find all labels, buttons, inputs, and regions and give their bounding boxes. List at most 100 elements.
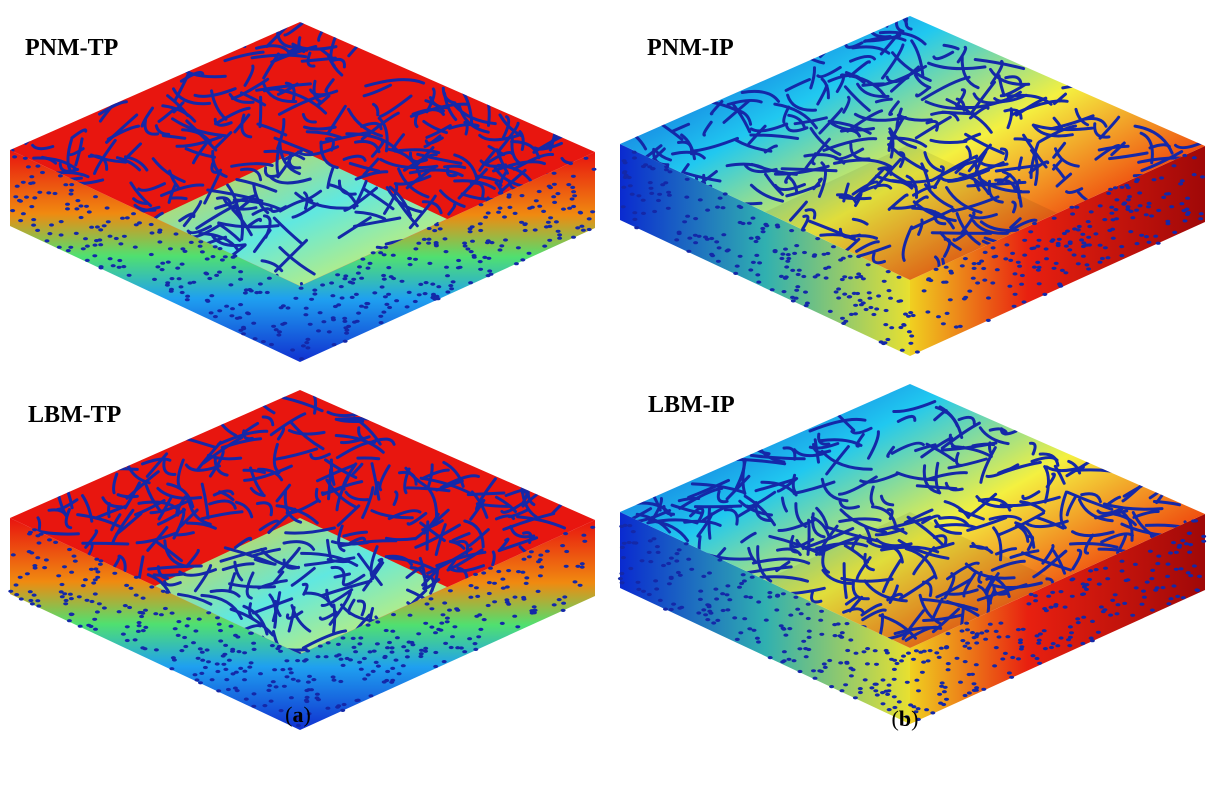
fiber-sections bbox=[617, 519, 1207, 721]
fiber bbox=[301, 113, 317, 124]
fiber bbox=[1032, 549, 1068, 579]
fiber-dot bbox=[89, 225, 95, 229]
fiber bbox=[263, 166, 281, 178]
fiber-dot bbox=[1195, 588, 1201, 592]
fiber bbox=[954, 161, 969, 174]
fiber bbox=[435, 550, 487, 568]
fiber-dot bbox=[571, 190, 577, 194]
fiber-dot bbox=[367, 261, 373, 265]
fiber bbox=[968, 213, 998, 220]
fiber bbox=[241, 421, 260, 435]
fiber-dot bbox=[280, 668, 286, 672]
fiber-dot bbox=[344, 656, 350, 661]
fiber-dot bbox=[65, 202, 70, 206]
fiber-dot bbox=[24, 195, 29, 199]
fiber-dot bbox=[755, 273, 761, 277]
fiber bbox=[245, 571, 255, 600]
fiber-dot bbox=[516, 570, 521, 574]
fiber bbox=[206, 188, 264, 203]
fiber bbox=[988, 581, 1043, 590]
fiber-dot bbox=[721, 233, 727, 237]
fiber-dot bbox=[273, 685, 279, 689]
fiber bbox=[160, 183, 205, 197]
fiber-dot bbox=[381, 277, 387, 281]
fiber bbox=[1005, 218, 1038, 234]
fiber bbox=[1113, 512, 1137, 527]
fiber-dot bbox=[769, 288, 775, 292]
fiber-dot bbox=[869, 686, 875, 690]
fiber bbox=[156, 541, 183, 563]
fiber-dot bbox=[1067, 240, 1073, 244]
fiber-dot bbox=[844, 622, 850, 626]
fiber bbox=[67, 147, 85, 157]
fiber-dot bbox=[1080, 254, 1086, 258]
fiber-dot bbox=[889, 326, 895, 330]
fiber-dot bbox=[865, 263, 871, 267]
fiber bbox=[362, 157, 380, 177]
fiber bbox=[716, 489, 729, 504]
panel-label: LBM-IP bbox=[648, 392, 735, 418]
fiber bbox=[325, 478, 357, 509]
caption: (b) bbox=[892, 706, 919, 731]
fiber-dot bbox=[519, 194, 525, 198]
fiber-dot bbox=[160, 589, 166, 593]
fiber-dot bbox=[500, 586, 506, 590]
fiber-dot bbox=[506, 195, 512, 199]
fiber-dot bbox=[724, 593, 730, 597]
fiber bbox=[863, 525, 873, 543]
fiber-dot bbox=[1130, 216, 1136, 220]
fiber-dot bbox=[901, 323, 907, 327]
fiber-dot bbox=[1108, 187, 1114, 191]
fiber bbox=[518, 130, 525, 151]
fiber bbox=[958, 172, 991, 195]
fiber bbox=[817, 161, 827, 198]
fiber-dot bbox=[1016, 657, 1021, 661]
fiber bbox=[388, 185, 412, 218]
fiber-dot bbox=[330, 675, 336, 679]
fiber-dot bbox=[349, 295, 355, 299]
fiber-dot bbox=[1097, 260, 1103, 264]
fiber-dot bbox=[864, 662, 870, 666]
fiber-dot bbox=[783, 275, 789, 279]
fiber-dot bbox=[343, 274, 349, 278]
fiber-dot bbox=[671, 602, 677, 606]
fiber bbox=[175, 495, 187, 517]
fiber-dot bbox=[375, 620, 381, 624]
fiber-dot bbox=[1175, 594, 1181, 598]
fiber-dot bbox=[165, 590, 170, 594]
fiber bbox=[294, 191, 351, 210]
fiber-dot bbox=[28, 181, 34, 185]
fiber-dot bbox=[964, 621, 970, 625]
fiber-dot bbox=[365, 302, 371, 306]
fiber-dot bbox=[579, 565, 585, 569]
fiber-dot bbox=[1037, 632, 1043, 636]
fiber-dot bbox=[720, 206, 726, 210]
fiber-dot bbox=[299, 357, 305, 361]
fiber bbox=[1034, 515, 1065, 530]
fiber bbox=[467, 528, 490, 548]
fiber-dot bbox=[1128, 230, 1134, 234]
fiber bbox=[895, 107, 903, 131]
fiber-dot bbox=[1090, 619, 1095, 623]
fiber-dot bbox=[734, 637, 740, 641]
fiber-dot bbox=[990, 281, 996, 285]
fiber-dot bbox=[757, 261, 763, 265]
fiber bbox=[187, 497, 212, 526]
slab bbox=[617, 384, 1207, 724]
fiber-dot bbox=[971, 636, 977, 640]
fiber-dot bbox=[423, 621, 429, 625]
fiber-dot bbox=[663, 181, 669, 185]
fiber-dot bbox=[797, 669, 803, 674]
fiber bbox=[1052, 141, 1067, 159]
fiber-dot bbox=[896, 700, 902, 704]
fiber-dot bbox=[92, 617, 98, 621]
fiber-dot bbox=[212, 245, 218, 249]
fiber bbox=[151, 157, 186, 184]
fiber-dot bbox=[342, 316, 348, 320]
fiber bbox=[98, 100, 128, 116]
fiber-dot bbox=[232, 254, 238, 258]
fiber-dot bbox=[69, 612, 75, 616]
fiber bbox=[457, 168, 488, 200]
fiber bbox=[777, 518, 816, 533]
fiber-dot bbox=[664, 165, 670, 169]
